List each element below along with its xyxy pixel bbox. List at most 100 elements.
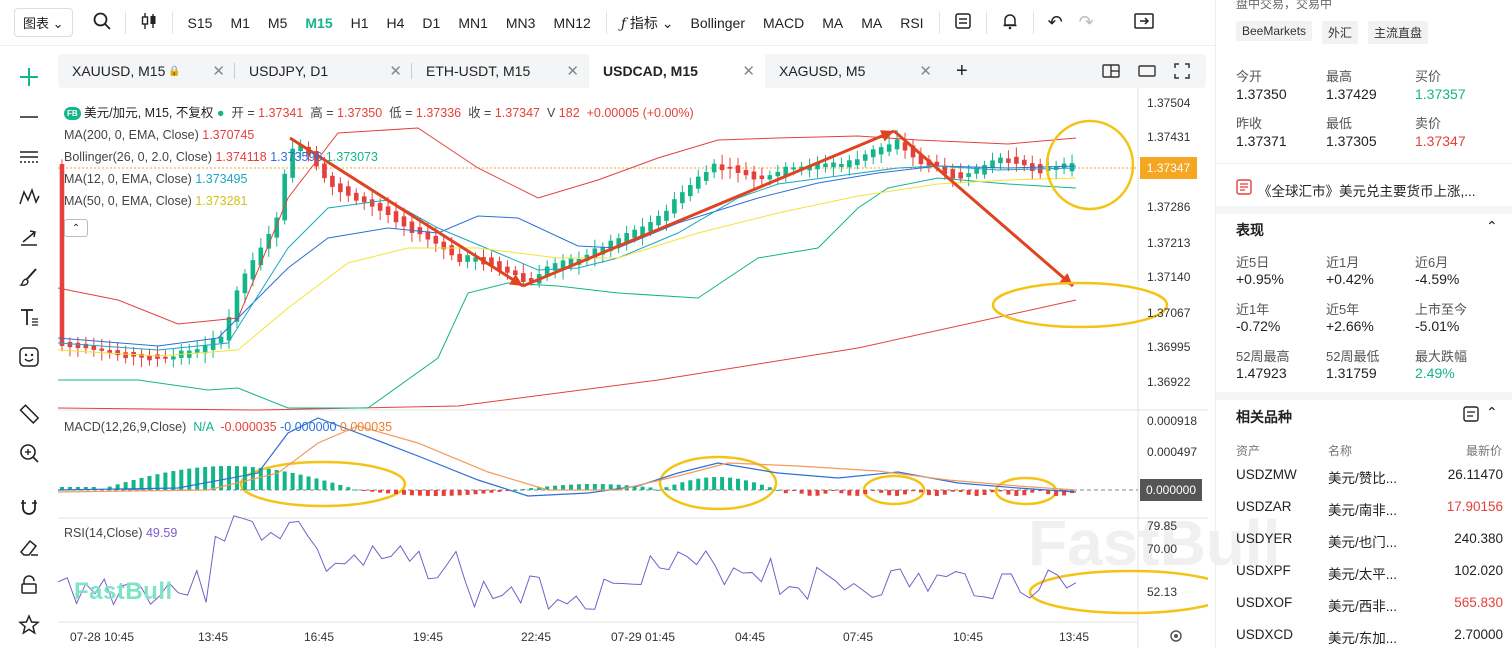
magnet-icon[interactable] bbox=[12, 492, 46, 522]
ruler-icon[interactable] bbox=[12, 398, 46, 428]
related-asset: USDXPF bbox=[1236, 563, 1291, 578]
indicator-rsi-button[interactable]: RSI bbox=[900, 14, 924, 31]
related-price: 26.11470 bbox=[1447, 467, 1503, 482]
related-row[interactable]: USDZMW 美元/赞比... 26.11470 bbox=[1216, 463, 1512, 493]
bollinger-label: Bollinger(26, 0, 2.0, Close) bbox=[64, 150, 212, 164]
close-icon[interactable]: ✕ bbox=[389, 63, 402, 80]
indicator-bollinger-button[interactable]: Bollinger bbox=[690, 14, 745, 31]
timeframe-m15[interactable]: M15 bbox=[305, 14, 333, 31]
layout-icon[interactable] bbox=[1102, 64, 1120, 81]
indicators-button[interactable]: ƒ 指标 ⌄ bbox=[613, 13, 682, 33]
macd-bar bbox=[1006, 490, 1011, 495]
horizontal-line-icon[interactable] bbox=[12, 102, 46, 132]
indicator-macd-button[interactable]: MACD bbox=[763, 14, 805, 31]
candle bbox=[163, 356, 168, 359]
perf-value: +0.95% bbox=[1236, 271, 1284, 287]
macd-bar bbox=[879, 490, 884, 493]
timeframe-mn12[interactable]: MN12 bbox=[553, 14, 591, 31]
window-icon[interactable] bbox=[1138, 64, 1156, 81]
macd-bar bbox=[950, 490, 955, 492]
timeframe-h4[interactable]: H4 bbox=[386, 14, 405, 31]
candle bbox=[966, 173, 971, 177]
crosshair-plus-icon[interactable] bbox=[12, 62, 46, 92]
trend-arrow-icon[interactable] bbox=[12, 222, 46, 252]
annotation-ellipse bbox=[239, 460, 407, 508]
timeframe-s15[interactable]: S15 bbox=[187, 14, 213, 31]
tab-usdcad[interactable]: USDCAD, M15 ✕ bbox=[589, 54, 765, 88]
symbol-label: 美元/加元, M15, 不复权 bbox=[84, 106, 214, 120]
macd-bar bbox=[1014, 490, 1019, 496]
candlestick-icon[interactable] bbox=[132, 12, 166, 33]
redo-icon[interactable]: ↷ bbox=[1078, 12, 1094, 32]
channel-lines-icon[interactable] bbox=[12, 142, 46, 172]
tab-usdjpy[interactable]: USDJPY, D1 ✕ bbox=[235, 54, 412, 88]
zoom-in-icon[interactable] bbox=[12, 438, 46, 468]
close-icon[interactable]: ✕ bbox=[566, 63, 579, 80]
lock-icon[interactable] bbox=[12, 570, 46, 600]
related-row[interactable]: USDXPF 美元/太平... 102.020 bbox=[1216, 559, 1512, 589]
close-icon[interactable]: ✕ bbox=[212, 63, 225, 80]
tab-xagusd[interactable]: XAGUSD, M5 ✕ bbox=[765, 54, 942, 88]
chart-type-dropdown[interactable]: 图表 ⌄ bbox=[14, 8, 73, 37]
tag-major[interactable]: 主流直盘 bbox=[1368, 21, 1429, 44]
add-tab-icon[interactable]: + bbox=[956, 60, 968, 82]
indicator-ma-button[interactable]: MA bbox=[861, 14, 883, 31]
undo-icon[interactable]: ↶ bbox=[1047, 12, 1063, 32]
candle bbox=[775, 171, 781, 177]
text-tool-icon[interactable] bbox=[12, 302, 46, 332]
timeframe-mn1[interactable]: MN1 bbox=[458, 14, 488, 31]
toolbar-divider bbox=[985, 11, 987, 34]
macd-bar bbox=[314, 478, 319, 490]
chart-area[interactable]: FB 美元/加元, M15, 不复权 ● 开 = 1.37341 高 = 1.3… bbox=[58, 88, 1280, 648]
macd-bar bbox=[751, 482, 756, 490]
timeframe-m5[interactable]: M5 bbox=[267, 14, 288, 31]
timeframe-group: S15 M1 M5 M15 H1 H4 D1 MN1 MN3 MN12 bbox=[179, 15, 600, 31]
tab-xauusd[interactable]: XAUUSD, M15 🔒 ✕ bbox=[58, 54, 235, 88]
tag-forex[interactable]: 外汇 bbox=[1322, 21, 1359, 44]
news-headline[interactable]: 《全球汇市》美元兑主要货币上涨,... bbox=[1258, 184, 1476, 199]
timeframe-h1[interactable]: H1 bbox=[350, 14, 369, 31]
bollinger-lower bbox=[58, 177, 1077, 409]
search-icon[interactable] bbox=[85, 12, 119, 33]
candle bbox=[497, 261, 502, 271]
collapse-legend-icon[interactable]: ⌃ bbox=[64, 219, 88, 237]
chart-settings-icon[interactable] bbox=[1168, 628, 1184, 647]
related-row[interactable]: USDXOF 美元/西非... 565.830 bbox=[1216, 591, 1512, 621]
macd-bar bbox=[306, 476, 311, 490]
macd-bar bbox=[115, 484, 120, 490]
close-icon[interactable]: ✕ bbox=[919, 63, 932, 80]
related-asset: USDXCD bbox=[1236, 627, 1294, 642]
star-icon[interactable] bbox=[12, 610, 46, 640]
alert-bell-icon[interactable] bbox=[993, 12, 1027, 33]
template-icon[interactable] bbox=[946, 12, 980, 33]
related-row[interactable]: USDXCD 美元/东加... 2.70000 bbox=[1216, 623, 1512, 648]
related-row[interactable]: USDZAR 美元/南非... 17.90156 bbox=[1216, 495, 1512, 525]
indicator-ma-button[interactable]: MA bbox=[822, 14, 844, 31]
eraser-icon[interactable] bbox=[12, 532, 46, 562]
pattern-icon[interactable] bbox=[12, 182, 46, 212]
timeframe-m1[interactable]: M1 bbox=[230, 14, 250, 31]
close-icon[interactable]: ✕ bbox=[742, 63, 755, 80]
timeframe-d1[interactable]: D1 bbox=[422, 14, 441, 31]
chart-canvas[interactable] bbox=[58, 88, 1208, 648]
chevron-up-icon[interactable]: ⌃ bbox=[1486, 404, 1498, 420]
tab-divider bbox=[234, 63, 235, 79]
candle bbox=[958, 172, 964, 179]
fastbull-watermark: FastBull bbox=[1028, 507, 1281, 579]
emoji-icon[interactable] bbox=[12, 342, 46, 372]
related-row[interactable]: USDYER 美元/也门... 240.380 bbox=[1216, 527, 1512, 557]
tag-broker[interactable]: BeeMarkets bbox=[1236, 21, 1313, 41]
fullscreen-exit-icon[interactable] bbox=[1126, 12, 1162, 33]
chevron-up-icon[interactable]: ⌃ bbox=[1486, 218, 1498, 234]
related-price: 102.020 bbox=[1454, 563, 1503, 578]
list-icon[interactable] bbox=[1463, 406, 1479, 425]
candle bbox=[274, 217, 280, 238]
macd-bar bbox=[855, 490, 860, 496]
tab-eth-usdt[interactable]: ETH-USDT, M15 ✕ bbox=[412, 54, 589, 88]
candle bbox=[361, 196, 367, 203]
perf-label: 近1月 bbox=[1326, 255, 1360, 270]
expand-icon[interactable] bbox=[1174, 63, 1190, 82]
macd-bar bbox=[998, 490, 1003, 492]
brush-icon[interactable] bbox=[12, 262, 46, 292]
timeframe-mn3[interactable]: MN3 bbox=[505, 14, 536, 31]
